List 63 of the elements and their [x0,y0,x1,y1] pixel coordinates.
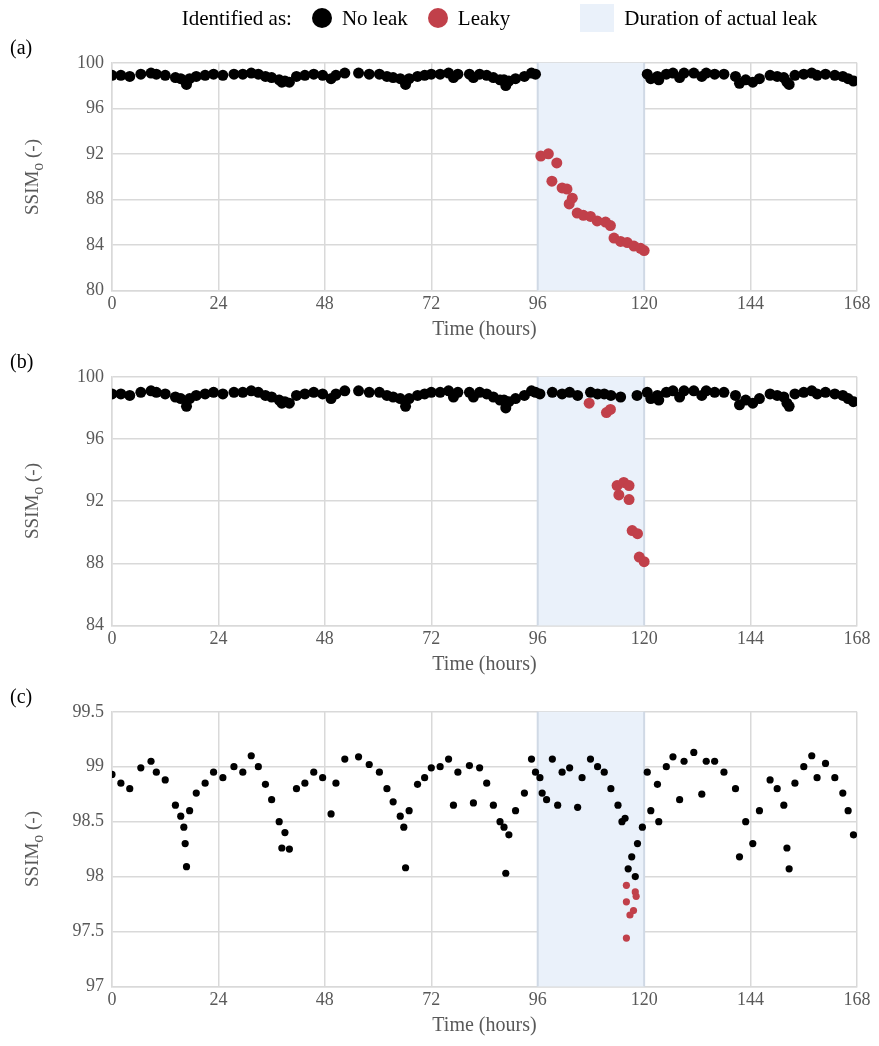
y-tick-label: 84 [86,233,104,254]
x-tick-label: 24 [209,292,228,313]
y-tick-label: 98 [86,865,104,886]
x-tick-label: 168 [843,292,871,313]
x-tick-label: 24 [209,988,228,1009]
y-tick-label: 84 [86,614,104,635]
y-tick-label: 88 [86,551,104,572]
x-tick-label: 48 [315,988,334,1009]
x-tick-label: 72 [422,988,441,1009]
x-tick-label: 144 [737,292,765,313]
x-tick-label: 96 [528,627,547,648]
x-tick-label: 48 [315,292,334,313]
x-tick-label: 0 [107,292,117,313]
y-tick-label: 99.5 [72,700,104,721]
chart-title: (b) [10,350,34,373]
point [583,397,595,409]
y-tick-label: 92 [86,489,104,510]
x-tick-label: 96 [528,292,547,313]
point [623,480,635,492]
x-tick-label: 144 [737,627,765,648]
y-tick-label: 97 [86,975,104,996]
x-tick-label: 120 [630,988,658,1009]
y-tick-label: 96 [86,97,104,118]
x-tick-label: 24 [209,627,228,648]
x-tick-label: 48 [315,627,334,648]
y-tick-label: 99 [86,755,104,776]
legend-label: No leak [341,5,408,31]
x-tick-label: 120 [630,627,658,648]
x-tick-label: 168 [843,627,871,648]
x-tick-label: 96 [528,988,547,1009]
point [546,175,558,187]
legend-title: Identified as: [181,5,292,31]
y-tick-label: 96 [86,427,104,448]
y-tick-label: 97.5 [72,920,104,941]
y-tick-label: 100 [77,51,104,72]
point [551,157,563,169]
x-tick-label: 72 [422,627,441,648]
y-tick-label: 80 [86,279,104,300]
x-axis-title: Time (hours) [432,652,537,676]
x-axis-title: Time (hours) [432,1013,537,1037]
point [631,528,643,540]
point [563,198,575,210]
x-axis-title: Time (hours) [432,317,537,341]
x-tick-label: 144 [737,988,765,1009]
y-tick-label: 100 [77,365,104,386]
x-tick-label: 0 [107,988,117,1009]
x-tick-label: 72 [422,292,441,313]
y-tick-label: 98.5 [72,810,104,831]
x-tick-label: 0 [107,627,117,648]
y-tick-label: 88 [86,188,104,209]
point [604,403,616,415]
x-tick-label: 168 [843,988,871,1009]
chart-title: (a) [10,36,33,59]
point [542,148,554,160]
chart-title: (c) [10,685,33,708]
legend-label: Leaky [457,5,511,31]
point [604,220,616,232]
legend-label: Duration of actual leak [624,5,818,31]
x-tick-label: 120 [630,292,658,313]
point [638,556,650,568]
y-tick-label: 92 [86,142,104,163]
point [623,494,635,506]
point [613,489,625,501]
